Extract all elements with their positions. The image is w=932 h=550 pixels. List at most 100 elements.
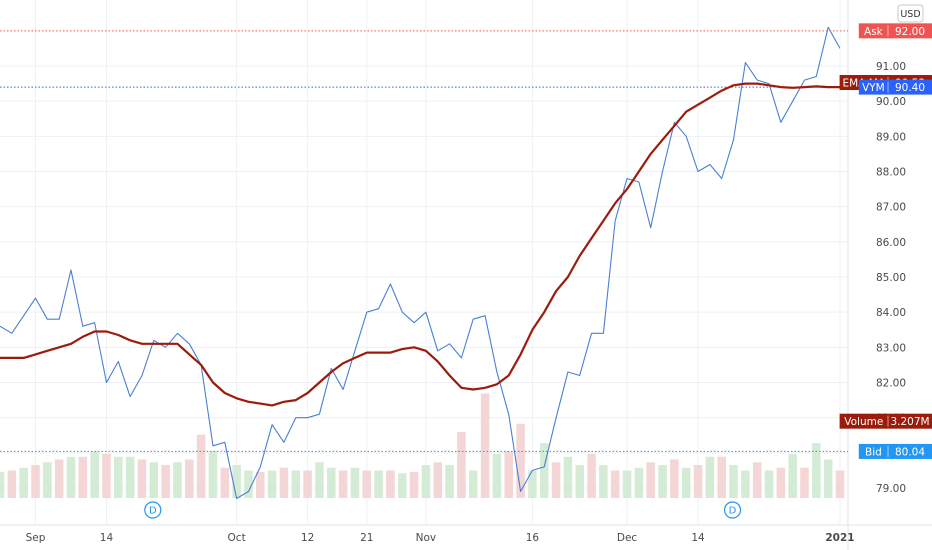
y-tick-label: 88.00	[876, 167, 906, 179]
tag-label: Bid	[865, 446, 882, 458]
volume-bar	[563, 456, 573, 498]
volume-bar	[303, 470, 312, 498]
y-tick-label: 89.00	[876, 131, 906, 143]
dividend-marker	[144, 501, 162, 519]
volume-bar	[78, 456, 88, 498]
x-tick-label: 12	[301, 532, 314, 544]
volume-bar	[232, 465, 241, 498]
volume-bar	[705, 456, 715, 498]
tag-value-bg	[888, 79, 932, 95]
volume-bar	[19, 467, 28, 498]
volume-bar	[788, 454, 797, 498]
volume-bar	[173, 462, 182, 498]
volume-bar	[338, 470, 348, 498]
volume-bar	[196, 434, 206, 498]
volume-bar	[114, 456, 123, 498]
volume-bar	[433, 462, 443, 498]
volume-bar	[327, 467, 336, 498]
currency-label: USD	[900, 9, 920, 20]
volume-bars	[0, 393, 845, 498]
volume-bar	[267, 470, 277, 498]
volume-bar	[681, 467, 691, 498]
volume-bar	[835, 470, 845, 498]
volume-bar	[741, 470, 750, 498]
volume-bar	[610, 470, 620, 498]
volume-bar	[279, 467, 289, 498]
dividend-marker	[723, 501, 742, 519]
volume-bar	[0, 471, 5, 498]
volume-bar	[244, 470, 253, 498]
volume-bar	[539, 443, 549, 498]
series-vym	[0, 26, 841, 500]
x-tick-label: Nov	[416, 532, 437, 544]
tag-label-bg	[839, 413, 888, 429]
x-tick-label: Oct	[228, 532, 246, 544]
volume-bar	[137, 459, 147, 498]
x-tick-label: 16	[526, 532, 540, 544]
volume-bar	[480, 393, 490, 498]
tag-value-bg	[888, 23, 932, 39]
volume-bar	[528, 470, 537, 498]
dividend-label: D	[729, 506, 737, 517]
x-tick-label: Dec	[617, 532, 638, 544]
volume-bar	[729, 465, 738, 498]
time-axis[interactable]: Sep 14 Oct 12 21 Nov 16 Dec 14 2021	[26, 532, 855, 544]
volume-bar	[386, 470, 395, 498]
volume-bar	[516, 423, 525, 498]
volume-bar	[445, 465, 454, 498]
y-tick-label: 83.00	[876, 342, 906, 354]
volume-bar	[102, 454, 111, 498]
x-tick-label: 2021	[825, 532, 854, 544]
dividend-label: D	[149, 506, 157, 517]
tag-value-bg	[888, 413, 932, 429]
y-tick-label: 90.00	[876, 96, 906, 108]
volume-bar	[66, 456, 76, 498]
y-tick-label: 86.00	[876, 237, 906, 249]
volume-bar	[291, 470, 301, 498]
volume-bar	[634, 467, 644, 498]
volume-bar	[208, 451, 218, 498]
volume-bar	[504, 451, 513, 498]
tag-value: 92.00	[895, 26, 925, 38]
x-tick-label: 21	[360, 532, 373, 544]
volume-bar	[800, 467, 809, 498]
currency-button[interactable]: USD	[897, 4, 924, 23]
volume-bar	[220, 467, 230, 498]
price-tags: 92.00Ask90.53EMA:MA90.40VYM3.207MVolume8…	[839, 23, 932, 459]
y-tick-label: 79.00	[876, 483, 906, 495]
volume-bar	[397, 473, 407, 498]
volume-bar	[776, 467, 786, 498]
volume-bar	[468, 470, 478, 498]
volume-bar	[125, 456, 135, 498]
x-tick-label: Sep	[26, 532, 46, 544]
volume-bar	[421, 465, 431, 498]
tag-label-bg	[858, 23, 888, 39]
volume-bar	[764, 470, 774, 498]
volume-bar	[622, 470, 632, 498]
volume-bar	[409, 471, 419, 498]
volume-bar	[185, 459, 194, 498]
volume-bar	[551, 462, 561, 498]
price-lines	[0, 30, 848, 452]
volume-bar	[457, 432, 466, 498]
y-tick-label: 85.00	[876, 272, 906, 284]
volume-bar	[54, 459, 64, 498]
tag-value-bg	[888, 443, 932, 459]
tag-label-bg	[858, 79, 888, 95]
y-tick-label: 87.00	[876, 202, 906, 214]
x-tick-label: 14	[691, 532, 705, 544]
y-tick-label: 84.00	[876, 307, 906, 319]
volume-bar	[161, 465, 170, 498]
volume-bar	[7, 470, 17, 498]
price-axis[interactable]: 79.0080.0081.0082.0083.0084.0085.0086.00…	[876, 61, 906, 495]
volume-bar	[492, 454, 502, 498]
volume-bar	[693, 465, 703, 498]
volume-bar	[90, 451, 99, 498]
volume-bar	[374, 470, 383, 498]
volume-bar	[31, 465, 40, 498]
volume-bar	[256, 471, 265, 498]
tag-label: Ask	[864, 26, 884, 38]
volume-bar	[350, 467, 360, 498]
